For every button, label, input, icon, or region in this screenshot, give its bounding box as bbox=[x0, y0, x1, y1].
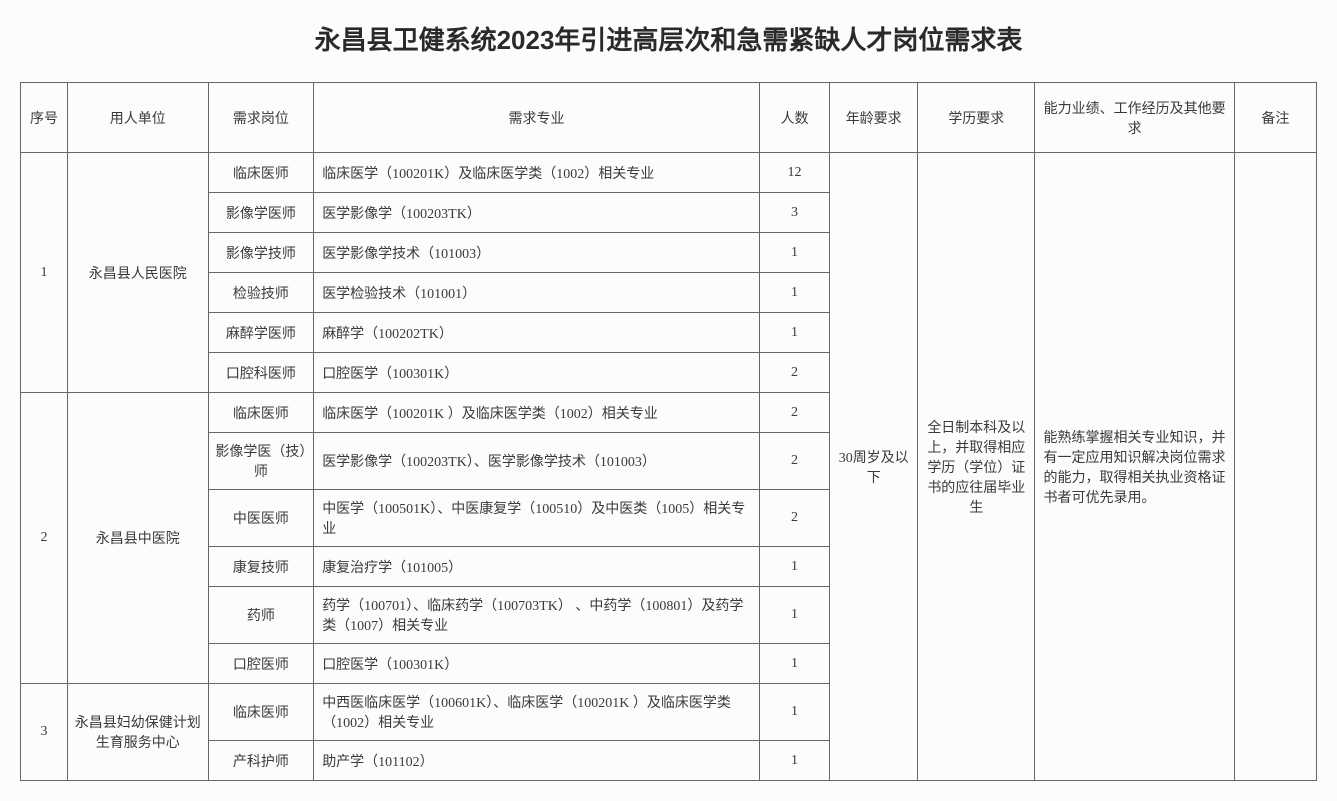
cell-seq: 1 bbox=[21, 153, 68, 393]
cell-position: 影像学医（技）师 bbox=[208, 433, 314, 490]
cell-edu: 全日制本科及以上，并取得相应学历（学位）证书的应往届毕业生 bbox=[918, 153, 1035, 781]
cell-position: 口腔医师 bbox=[208, 644, 314, 684]
cell-position: 检验技师 bbox=[208, 273, 314, 313]
col-header-age: 年龄要求 bbox=[830, 83, 918, 153]
cell-ability: 能熟练掌握相关专业知识，并有一定应用知识解决岗位需求的能力，取得相关执业资格证书… bbox=[1035, 153, 1234, 781]
cell-count: 1 bbox=[759, 233, 829, 273]
cell-major: 医学检验技术（101001） bbox=[314, 273, 760, 313]
cell-count: 1 bbox=[759, 547, 829, 587]
cell-unit: 永昌县人民医院 bbox=[67, 153, 208, 393]
col-header-ability: 能力业绩、工作经历及其他要求 bbox=[1035, 83, 1234, 153]
cell-major: 医学影像学（100203TK） bbox=[314, 193, 760, 233]
cell-major: 临床医学（100201K ）及临床医学类（1002）相关专业 bbox=[314, 393, 760, 433]
cell-position: 临床医师 bbox=[208, 684, 314, 741]
cell-count: 1 bbox=[759, 313, 829, 353]
cell-major: 康复治疗学（101005） bbox=[314, 547, 760, 587]
cell-seq: 3 bbox=[21, 684, 68, 781]
table-header-row: 序号 用人单位 需求岗位 需求专业 人数 年龄要求 学历要求 能力业绩、工作经历… bbox=[21, 83, 1317, 153]
cell-count: 1 bbox=[759, 273, 829, 313]
cell-position: 影像学医师 bbox=[208, 193, 314, 233]
cell-major: 医学影像学（100203TK）、医学影像学技术（101003） bbox=[314, 433, 760, 490]
cell-age: 30周岁及以下 bbox=[830, 153, 918, 781]
cell-remark bbox=[1234, 153, 1316, 781]
cell-seq: 2 bbox=[21, 393, 68, 684]
cell-count: 1 bbox=[759, 741, 829, 781]
cell-count: 2 bbox=[759, 393, 829, 433]
cell-major: 医学影像学技术（101003） bbox=[314, 233, 760, 273]
cell-major: 助产学（101102） bbox=[314, 741, 760, 781]
cell-major: 口腔医学（100301K） bbox=[314, 353, 760, 393]
cell-major: 中西医临床医学（100601K）、临床医学（100201K ）及临床医学类（10… bbox=[314, 684, 760, 741]
cell-count: 3 bbox=[759, 193, 829, 233]
cell-count: 1 bbox=[759, 684, 829, 741]
cell-major: 中医学（100501K）、中医康复学（100510）及中医类（1005）相关专业 bbox=[314, 490, 760, 547]
cell-position: 康复技师 bbox=[208, 547, 314, 587]
col-header-count: 人数 bbox=[759, 83, 829, 153]
cell-count: 1 bbox=[759, 587, 829, 644]
requirements-table: 序号 用人单位 需求岗位 需求专业 人数 年龄要求 学历要求 能力业绩、工作经历… bbox=[20, 82, 1317, 781]
cell-unit: 永昌县中医院 bbox=[67, 393, 208, 684]
cell-major: 临床医学（100201K）及临床医学类（1002）相关专业 bbox=[314, 153, 760, 193]
cell-major: 口腔医学（100301K） bbox=[314, 644, 760, 684]
cell-position: 中医医师 bbox=[208, 490, 314, 547]
cell-position: 临床医师 bbox=[208, 393, 314, 433]
col-header-remark: 备注 bbox=[1234, 83, 1316, 153]
col-header-major: 需求专业 bbox=[314, 83, 760, 153]
cell-count: 12 bbox=[759, 153, 829, 193]
cell-count: 2 bbox=[759, 490, 829, 547]
cell-count: 2 bbox=[759, 433, 829, 490]
cell-count: 2 bbox=[759, 353, 829, 393]
cell-position: 药师 bbox=[208, 587, 314, 644]
cell-position: 产科护师 bbox=[208, 741, 314, 781]
cell-position: 麻醉学医师 bbox=[208, 313, 314, 353]
col-header-seq: 序号 bbox=[21, 83, 68, 153]
cell-position: 影像学技师 bbox=[208, 233, 314, 273]
col-header-edu: 学历要求 bbox=[918, 83, 1035, 153]
col-header-position: 需求岗位 bbox=[208, 83, 314, 153]
cell-major: 麻醉学（100202TK） bbox=[314, 313, 760, 353]
cell-position: 口腔科医师 bbox=[208, 353, 314, 393]
page-title: 永昌县卫健系统2023年引进高层次和急需紧缺人才岗位需求表 bbox=[20, 20, 1317, 57]
col-header-unit: 用人单位 bbox=[67, 83, 208, 153]
cell-unit: 永昌县妇幼保健计划生育服务中心 bbox=[67, 684, 208, 781]
table-row: 1 永昌县人民医院 临床医师 临床医学（100201K）及临床医学类（1002）… bbox=[21, 153, 1317, 193]
cell-count: 1 bbox=[759, 644, 829, 684]
cell-position: 临床医师 bbox=[208, 153, 314, 193]
table-body: 1 永昌县人民医院 临床医师 临床医学（100201K）及临床医学类（1002）… bbox=[21, 153, 1317, 781]
cell-major: 药学（100701）、临床药学（100703TK） 、中药学（100801）及药… bbox=[314, 587, 760, 644]
